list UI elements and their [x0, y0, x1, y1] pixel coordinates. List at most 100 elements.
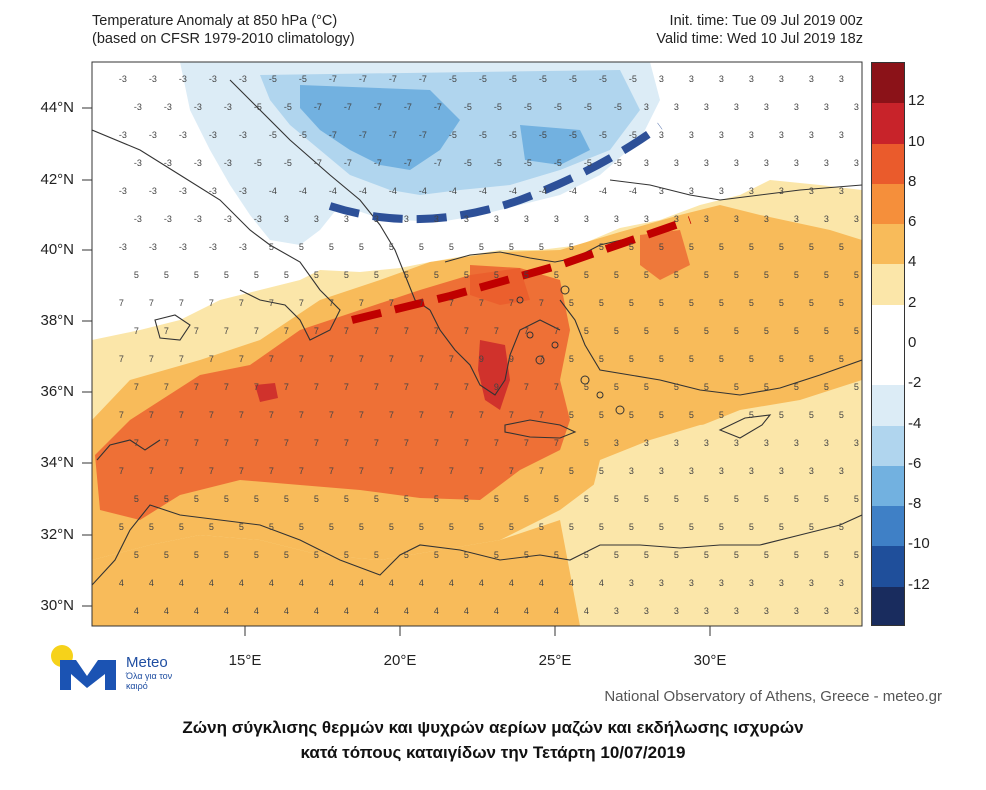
- anomaly-value-label: 7: [434, 326, 439, 336]
- anomaly-value-label: 7: [254, 382, 259, 392]
- anomaly-value-label: 5: [509, 522, 514, 532]
- anomaly-value-label: 4: [569, 578, 574, 588]
- anomaly-value-label: 7: [464, 326, 469, 336]
- anomaly-value-label: 5: [674, 382, 679, 392]
- anomaly-value-label: 5: [254, 494, 259, 504]
- anomaly-value-label: 3: [794, 606, 799, 616]
- anomaly-value-label: 7: [419, 354, 424, 364]
- anomaly-value-label: -7: [314, 158, 322, 168]
- anomaly-value-label: 5: [584, 550, 589, 560]
- anomaly-value-label: 5: [569, 242, 574, 252]
- anomaly-value-label: 3: [719, 186, 724, 196]
- lat-label-34: 34°N: [40, 454, 74, 471]
- anomaly-value-labels: -3 -3 -3 -3 -3 -5 -5 -7 -7 -7 -7 -5 -5 -5 -5 -5 -5 -5 3 3 3 3…: [119, 74, 859, 616]
- anomaly-value-label: 7: [554, 438, 559, 448]
- anomaly-value-label: 7: [344, 438, 349, 448]
- legend-label: 2: [908, 293, 917, 311]
- anomaly-value-label: 7: [314, 382, 319, 392]
- anomaly-value-label: 3: [779, 186, 784, 196]
- anomaly-value-label: 3: [839, 130, 844, 140]
- anomaly-value-label: -5: [284, 158, 292, 168]
- anomaly-value-label: 3: [704, 214, 709, 224]
- legend-swatch: [872, 465, 904, 507]
- anomaly-value-label: 7: [419, 298, 424, 308]
- anomaly-value-label: 3: [794, 214, 799, 224]
- anomaly-value-label: -5: [509, 130, 517, 140]
- anomaly-value-label: 7: [134, 438, 139, 448]
- anomaly-value-label: -3: [119, 186, 127, 196]
- caption-line-1: Ζώνη σύγκλισης θερμών και ψυχρών αερίων …: [182, 718, 804, 737]
- anomaly-value-label: 4: [224, 606, 229, 616]
- anomaly-value-label: 5: [794, 270, 799, 280]
- anomaly-value-label: 7: [149, 466, 154, 476]
- anomaly-value-label: -7: [404, 102, 412, 112]
- anomaly-value-label: 3: [809, 186, 814, 196]
- anomaly-value-label: 3: [644, 606, 649, 616]
- anomaly-value-label: 4: [299, 578, 304, 588]
- legend-swatch: [872, 586, 904, 625]
- anomaly-value-label: 7: [134, 326, 139, 336]
- anomaly-value-label: -4: [629, 186, 637, 196]
- anomaly-value-label: 5: [704, 494, 709, 504]
- anomaly-value-label: 5: [344, 494, 349, 504]
- anomaly-value-label: 3: [494, 214, 499, 224]
- anomaly-value-label: 5: [524, 270, 529, 280]
- anomaly-value-label: 5: [614, 494, 619, 504]
- anomaly-value-label: 5: [779, 410, 784, 420]
- anomaly-value-label: 7: [374, 326, 379, 336]
- anomaly-value-label: 7: [179, 354, 184, 364]
- anomaly-value-label: 3: [824, 158, 829, 168]
- anomaly-value-label: -4: [419, 186, 427, 196]
- coastlines: [92, 79, 862, 586]
- anomaly-value-label: 5: [449, 242, 454, 252]
- anomaly-value-label: -7: [329, 130, 337, 140]
- anomaly-value-label: 5: [839, 522, 844, 532]
- anomaly-value-label: 3: [779, 130, 784, 140]
- anomaly-value-label: 4: [404, 606, 409, 616]
- anomaly-value-label: 5: [269, 522, 274, 532]
- legend-label: 4: [908, 253, 917, 271]
- anomaly-value-label: 5: [599, 354, 604, 364]
- anomaly-value-label: 4: [239, 578, 244, 588]
- anomaly-value-label: 5: [719, 298, 724, 308]
- anomaly-value-label: 3: [674, 102, 679, 112]
- anomaly-value-label: 5: [689, 298, 694, 308]
- anomaly-value-label: -3: [134, 158, 142, 168]
- anomaly-value-label: 7: [389, 410, 394, 420]
- anomaly-value-label: 3: [839, 578, 844, 588]
- anomaly-value-label: -5: [539, 74, 547, 84]
- anomaly-value-label: 5: [299, 242, 304, 252]
- anomaly-value-label: 7: [284, 326, 289, 336]
- anomaly-value-label: 5: [629, 298, 634, 308]
- anomaly-value-label: -3: [194, 158, 202, 168]
- anomaly-value-label: -5: [569, 74, 577, 84]
- anomaly-value-label: 5: [629, 354, 634, 364]
- anomaly-value-label: 5: [584, 494, 589, 504]
- anomaly-value-label: 3: [404, 214, 409, 224]
- anomaly-value-label: 5: [344, 550, 349, 560]
- anomaly-value-label: 7: [209, 298, 214, 308]
- legend-swatch: [872, 385, 904, 426]
- anomaly-value-label: -3: [179, 130, 187, 140]
- anomaly-value-label: 7: [509, 466, 514, 476]
- anomaly-value-label: 4: [329, 578, 334, 588]
- anomaly-value-label: 5: [659, 298, 664, 308]
- anomaly-value-label: 5: [239, 522, 244, 532]
- anomaly-value-label: -7: [434, 158, 442, 168]
- anomaly-value-label: 5: [224, 494, 229, 504]
- anomaly-value-label: 5: [419, 522, 424, 532]
- anomaly-value-label: 5: [704, 326, 709, 336]
- anomaly-value-label: 5: [599, 466, 604, 476]
- anomaly-value-label: -5: [614, 158, 622, 168]
- anomaly-value-label: 5: [359, 522, 364, 532]
- anomaly-value-label: -5: [269, 74, 277, 84]
- anomaly-value-label: 3: [749, 74, 754, 84]
- anomaly-value-label: 5: [644, 382, 649, 392]
- lon-label-15: 15°E: [228, 652, 262, 669]
- anomaly-value-label: -3: [149, 242, 157, 252]
- anomaly-value-label: 5: [644, 494, 649, 504]
- lat-label-32: 32°N: [40, 526, 74, 543]
- anomaly-value-label: 4: [494, 606, 499, 616]
- anomaly-value-label: 7: [404, 326, 409, 336]
- anomaly-value-label: 9: [479, 354, 484, 364]
